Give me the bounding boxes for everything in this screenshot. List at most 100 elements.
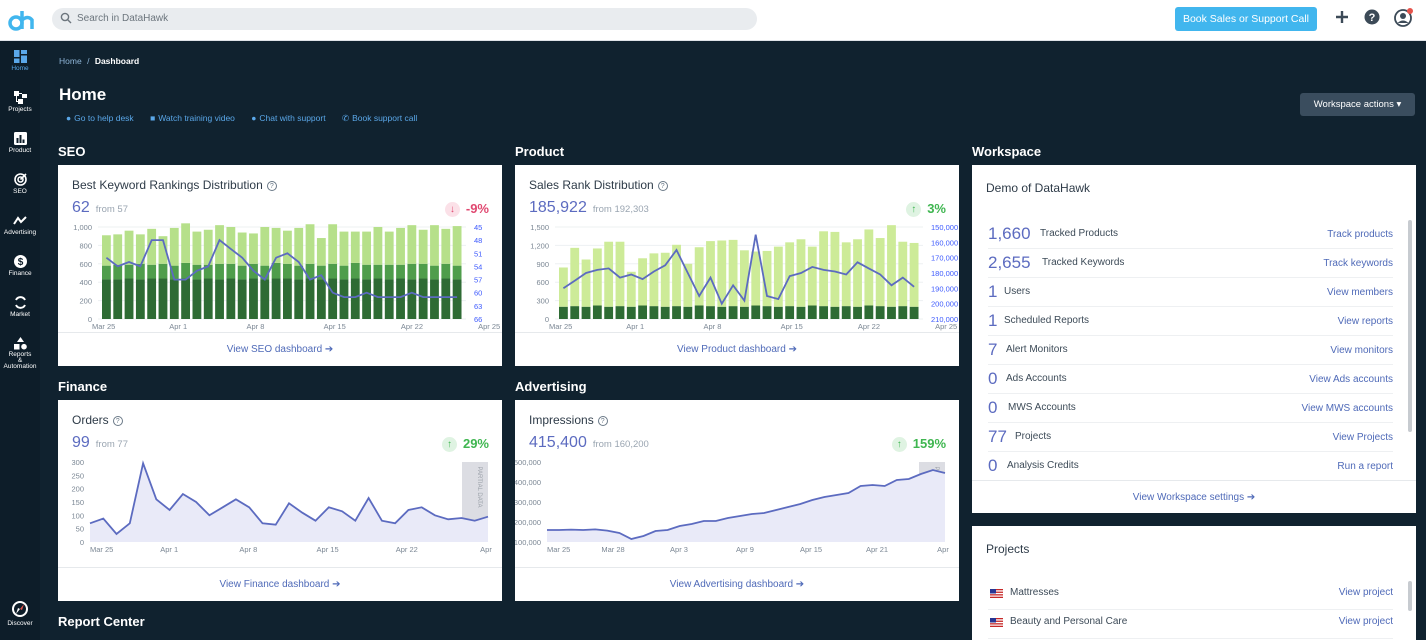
datahawk-logo[interactable] [8,7,34,33]
bar-segment [430,279,439,319]
chat-support-link[interactable]: ● Chat with support [251,113,326,123]
workspace-row: 0 MWS Accounts View MWS accounts [988,394,1393,423]
bar-segment [373,264,383,279]
bar-segment [683,306,693,319]
breadcrumb-home[interactable]: Home [59,56,82,66]
workspace-link[interactable]: View members [1327,287,1393,298]
workspace-label: Scheduled Reports [1004,315,1090,326]
bar-segment [396,264,405,279]
training-video-link[interactable]: ■ Watch training video [150,113,235,123]
help-icon[interactable]: ? [266,181,277,191]
workspace-link[interactable]: Track keywords [1323,258,1393,269]
view-advertising-dashboard-link[interactable]: View Advertising dashboard ➔ [515,567,959,601]
help-icon[interactable]: ? [1364,9,1380,25]
bar-segment [249,233,258,264]
help-icon[interactable]: ? [597,416,608,426]
bar-segment [592,305,602,319]
bar-segment [305,278,315,319]
question-circle-icon: ● [66,113,72,123]
view-product-dashboard-link[interactable]: View Product dashboard ➔ [515,332,959,366]
y-tick-label: 200 [71,485,84,494]
breadcrumb-separator: / [87,56,90,66]
sidebar-item-home[interactable]: Home [0,50,40,72]
bar-segment [294,265,304,280]
workspace-link[interactable]: Track products [1327,229,1393,240]
book-support-link[interactable]: ✆ Book support call [341,113,418,123]
y-tick-label: 600 [79,260,92,269]
bar-segment [102,279,111,319]
sidebar-item-product[interactable]: Product [0,132,40,154]
sidebar-item-finance[interactable]: $ Finance [0,255,40,277]
view-workspace-settings-link[interactable]: View Workspace settings ➔ [972,480,1416,513]
arrow-down-icon: ↓ [444,202,460,217]
metric-value: 99 from 77 [72,434,129,451]
sidebar-item-advertising[interactable]: Advertising [0,214,40,236]
section-title-finance: Finance [58,379,108,394]
plus-icon[interactable] [1335,9,1349,25]
help-icon[interactable]: ? [112,416,123,426]
bar-segment [751,305,761,319]
help-icon[interactable]: ? [657,181,668,191]
us-flag-icon [990,589,1003,598]
help-links: ● Go to help desk ■ Watch training video ●… [66,113,431,124]
arrow-up-icon: ↑ [906,202,922,217]
bar-segment [909,242,919,307]
sidebar-item-discover[interactable]: Discover [0,600,40,627]
y-tick-label: 300,000 [515,498,541,507]
bar-segment [192,279,202,319]
bar-segment [237,232,247,266]
workspace-label: Tracked Keywords [1042,257,1125,268]
y-tick-label: 150 [71,498,84,507]
workspace-actions-button[interactable]: Workspace actions ▾ [1300,93,1415,116]
help-desk-link[interactable]: ● Go to help desk [66,113,134,123]
user-avatar-icon[interactable] [1394,7,1414,27]
book-call-button[interactable]: Book Sales or Support Call [1175,7,1317,31]
bar-segment [124,278,134,319]
bar-segment [581,259,591,307]
scrollbar[interactable] [1408,581,1412,611]
search-input[interactable]: Search in DataHawk [77,13,169,24]
workspace-link[interactable]: View reports [1337,316,1393,327]
card-title: Best Keyword Rankings Distribution? [72,178,277,192]
x-tick-label: Apr 15 [324,322,346,331]
view-project-link[interactable]: View project [1338,587,1393,598]
workspace-link[interactable]: Run a report [1337,461,1393,472]
workspace-link[interactable]: View monitors [1330,345,1393,356]
bar-segment [147,278,157,319]
bar-segment [418,278,428,319]
sidebar-item-reports[interactable]: Reports & Automation [0,337,40,370]
y-tick-label: 400,000 [515,478,541,487]
workspace-link[interactable]: View MWS accounts [1301,403,1393,414]
y2-tick-label: 200,000 [931,300,958,309]
search-bar[interactable]: Search in DataHawk [52,8,757,30]
view-seo-dashboard-link[interactable]: View SEO dashboard ➔ [58,332,502,366]
bar-segment [102,235,111,266]
sidebar-item-projects[interactable]: Projects [0,91,40,113]
sidebar-item-seo[interactable]: SEO [0,173,40,195]
bar-segment [418,263,428,279]
bar-chart-icon [13,132,27,145]
bar-segment [430,225,439,266]
y-tick-label: 0 [88,315,92,324]
bar-segment [169,227,179,266]
project-row[interactable]: Mattresses View project [988,581,1393,610]
bar-segment [615,241,625,307]
y-tick-label: 600 [536,278,549,287]
sidebar-item-label: Home [11,65,29,72]
workspace-row: 0 Analysis Credits Run a report [988,452,1393,481]
bar-segment [452,279,462,319]
view-project-link[interactable]: View project [1338,616,1393,627]
workspace-label: Users [1004,286,1031,297]
workspace-link[interactable]: View Ads accounts [1309,374,1393,385]
bar-segment [362,231,372,265]
workspace-link[interactable]: View Projects [1332,432,1393,443]
project-row[interactable]: Beauty and Personal Care View project [988,610,1393,639]
x-tick-label: Mar 25 [90,545,113,554]
bar-segment [169,265,179,280]
bar-segment [192,231,202,265]
y-tick-label: 900 [536,260,549,269]
sidebar-item-market[interactable]: Market [0,296,40,318]
scrollbar[interactable] [1408,220,1412,432]
bar-segment [841,306,851,319]
view-finance-dashboard-link[interactable]: View Finance dashboard ➔ [58,567,502,601]
